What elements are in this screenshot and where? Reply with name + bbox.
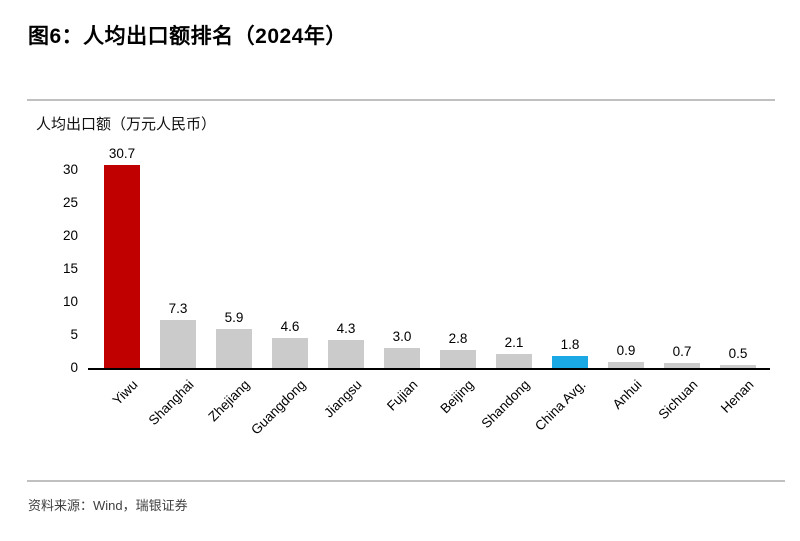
x-tick-label: Zhejiang <box>205 377 253 425</box>
bar-anhui <box>608 362 644 368</box>
y-tick-label: 20 <box>62 228 78 243</box>
bar-sichuan <box>664 363 700 368</box>
bar-henan <box>720 365 756 368</box>
x-tick-label: Jiangsu <box>321 377 365 421</box>
x-tick-label: Yiwu <box>109 377 141 408</box>
value-label: 0.5 <box>728 346 748 361</box>
bar-fujian <box>384 348 420 368</box>
x-tick-label: Anhui <box>609 377 645 413</box>
value-label: 2.8 <box>448 331 468 346</box>
x-axis-line <box>88 368 770 370</box>
value-label: 5.9 <box>224 310 244 325</box>
y-tick-label: 10 <box>62 294 78 309</box>
y-axis-title: 人均出口额（万元人民币） <box>36 116 217 133</box>
value-label: 3.0 <box>392 329 412 344</box>
bar-china-avg- <box>552 356 588 368</box>
value-label: 7.3 <box>168 301 188 316</box>
page-title: 图6：人均出口额排名（2024年） <box>28 25 347 48</box>
bar-zhejiang <box>216 329 252 368</box>
x-tick-label: Sichuan <box>655 377 701 423</box>
value-label: 4.6 <box>280 319 300 334</box>
y-tick-label: 5 <box>70 327 78 342</box>
x-tick-label: Shandong <box>478 377 533 432</box>
bar-shandong <box>496 354 532 368</box>
x-tick-label: China Avg. <box>531 377 589 434</box>
x-tick-label: Fujian <box>383 377 421 414</box>
value-label: 2.1 <box>504 335 524 350</box>
value-label: 0.9 <box>616 343 636 358</box>
y-tick-label: 15 <box>62 261 78 276</box>
value-label: 30.7 <box>108 146 136 161</box>
y-tick-label: 0 <box>70 360 78 375</box>
x-tick-label: Henan <box>717 377 757 416</box>
title-divider <box>27 99 775 101</box>
x-tick-label: Shanghai <box>145 377 197 428</box>
value-label: 4.3 <box>336 321 356 336</box>
bar-shanghai <box>160 320 196 368</box>
value-label: 1.8 <box>560 337 580 352</box>
value-label: 0.7 <box>672 344 692 359</box>
bar-guangdong <box>272 338 308 368</box>
footer-divider <box>27 480 785 482</box>
y-tick-label: 25 <box>62 195 78 210</box>
x-tick-label: Guangdong <box>248 377 309 438</box>
x-tick-label: Beijing <box>437 377 477 417</box>
bar-beijing <box>440 350 476 368</box>
source-note: 资料来源：Wind，瑞银证券 <box>28 498 188 513</box>
bar-yiwu <box>104 165 140 368</box>
y-tick-label: 30 <box>62 162 78 177</box>
bar-jiangsu <box>328 340 364 368</box>
